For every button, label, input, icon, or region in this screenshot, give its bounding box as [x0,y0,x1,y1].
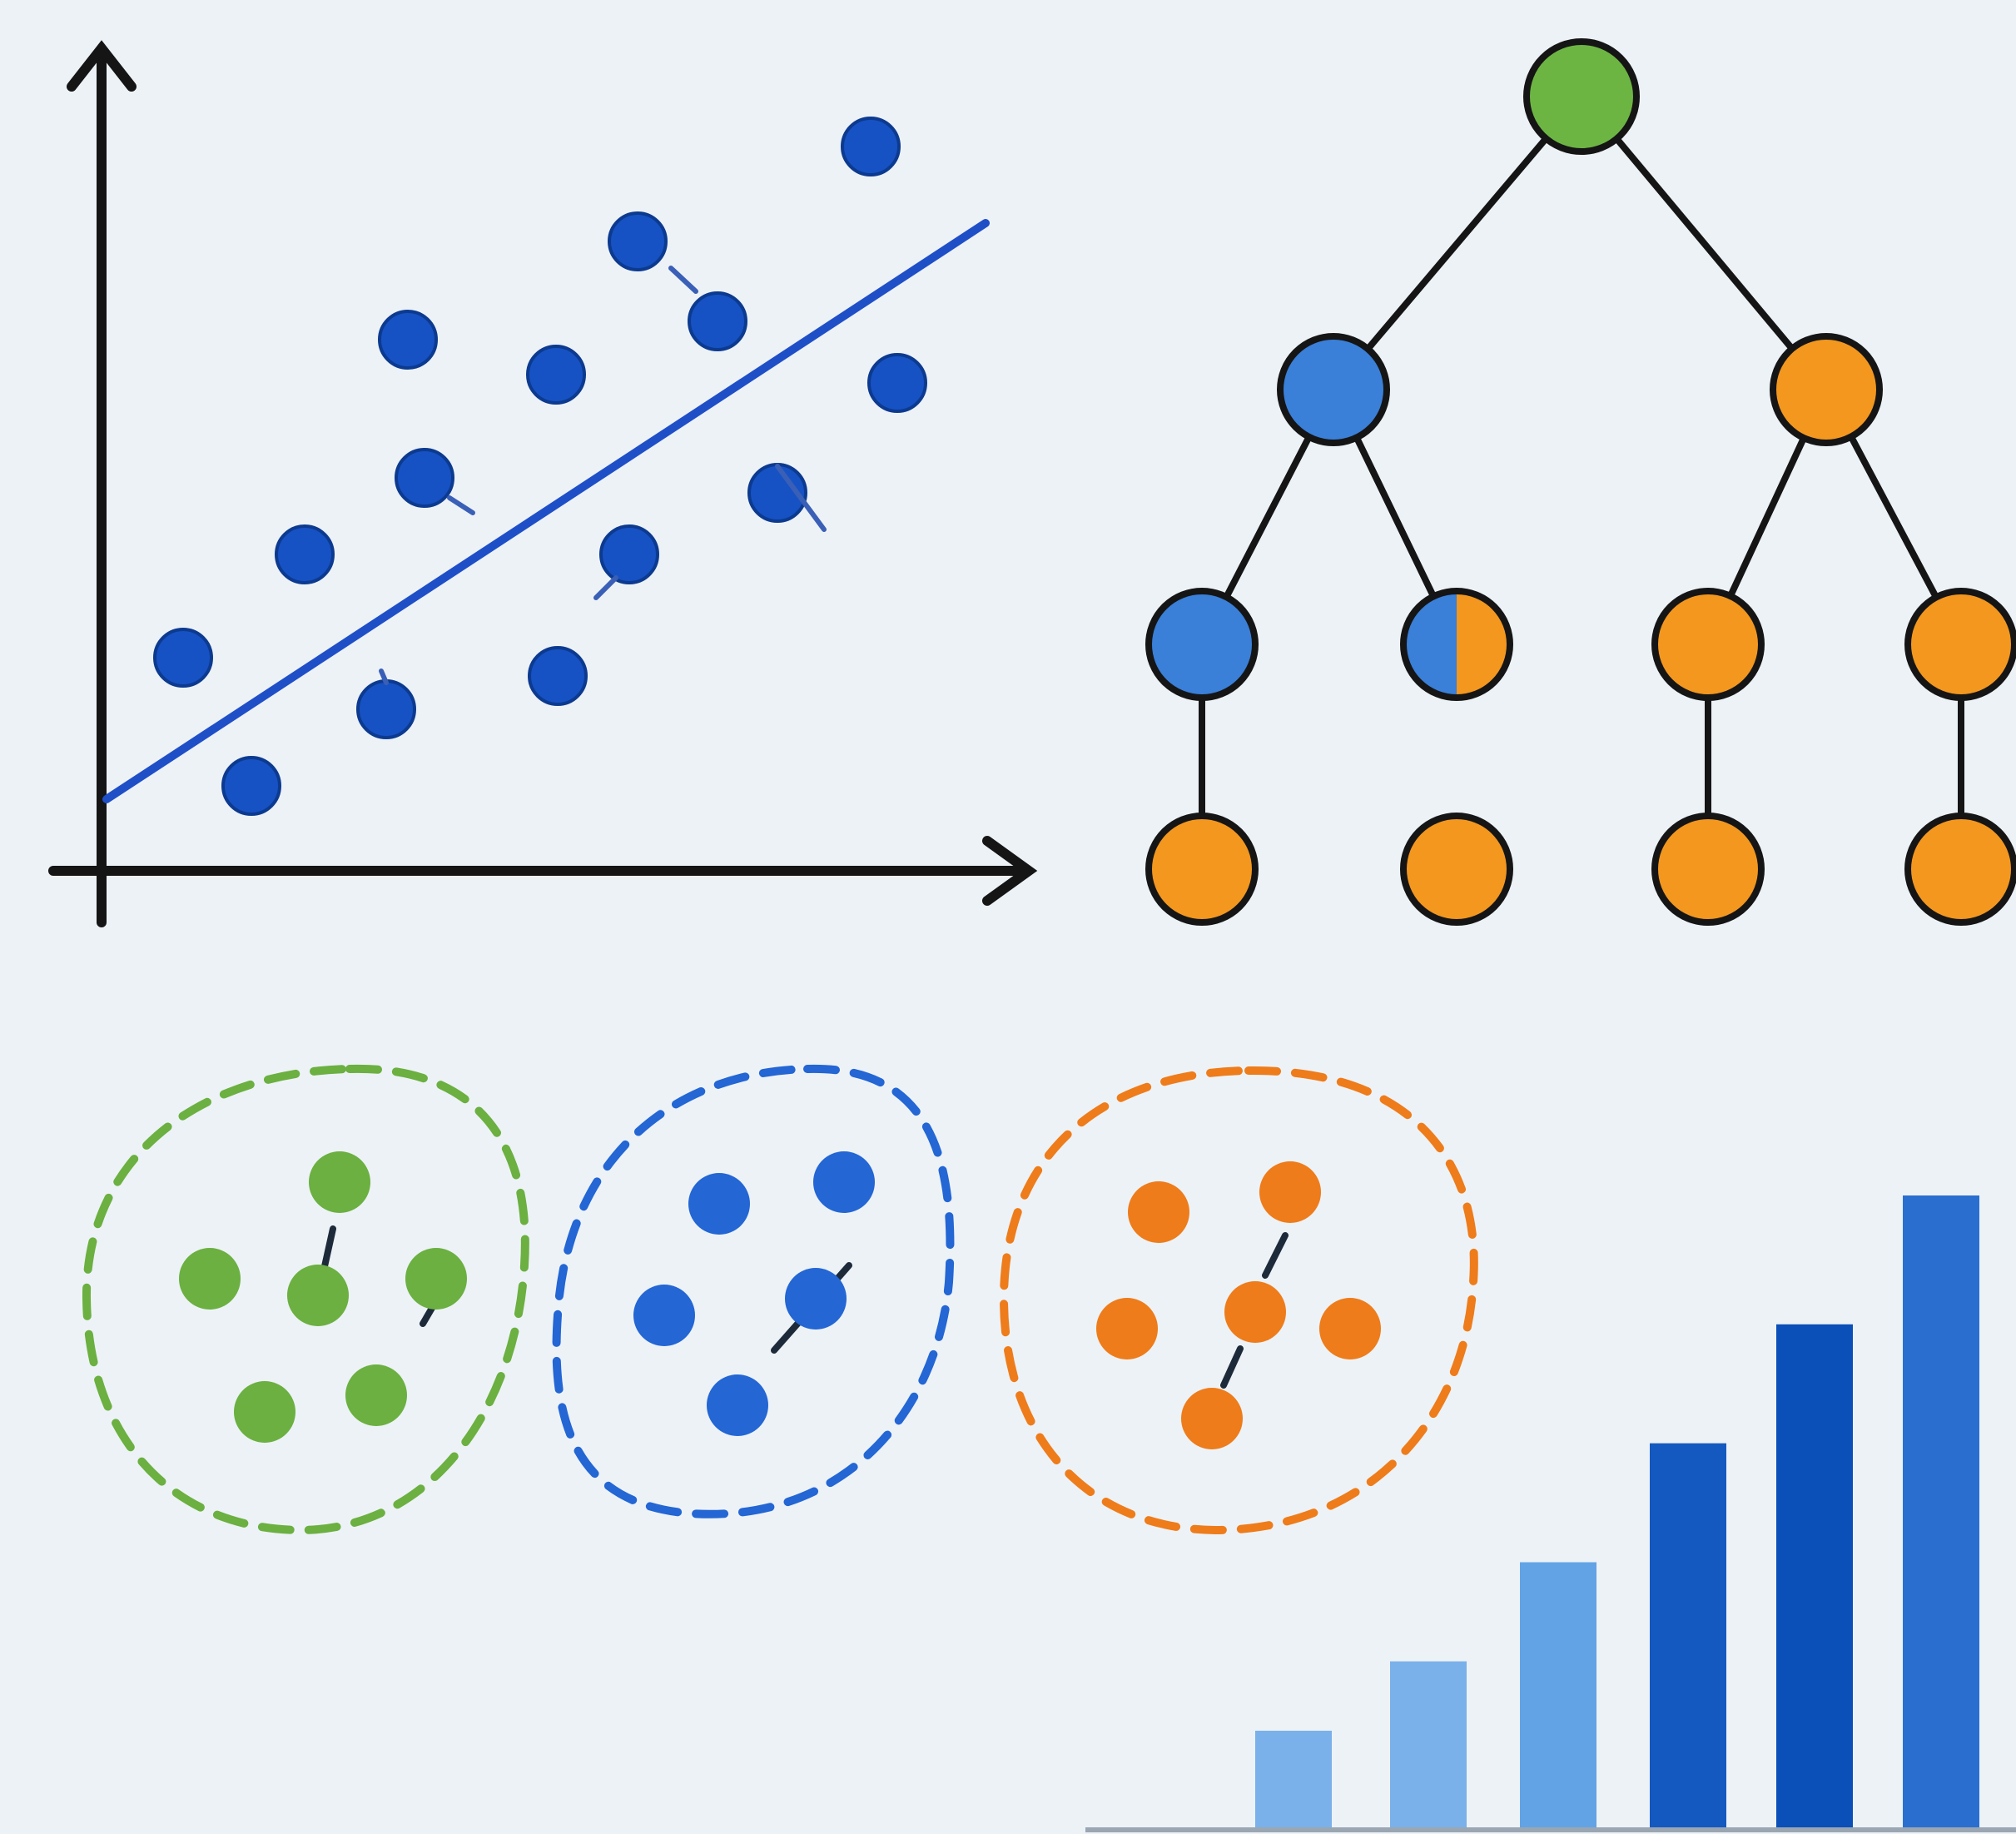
bar [1390,1661,1467,1830]
cluster-point [1224,1281,1286,1343]
cluster-point [405,1248,467,1310]
tree-edge [1578,93,1830,393]
cluster-link [1220,1345,1244,1389]
decision-tree-panel [1145,38,2016,926]
cluster-boundary [82,1064,529,1535]
tree-node [1904,588,2016,701]
scatter-point [153,628,213,688]
tree-edges [1199,93,1964,872]
cluster-point [1319,1298,1381,1359]
tree-node [1770,333,1883,446]
tree-node-outline [1400,588,1513,701]
regression-line [102,219,990,803]
bar [1255,1730,1332,1830]
bar-chart-panel [1085,1195,2016,1832]
tree-node [1523,38,1640,155]
cluster-green [82,1064,529,1535]
scatter-point [221,756,281,816]
scatter-point [395,448,454,508]
bar [1776,1324,1853,1830]
tree-edge [1330,93,1585,393]
cluster-link [1262,1232,1289,1279]
cluster-point [309,1151,370,1213]
tree-node [1145,813,1259,926]
cluster-point [1181,1388,1243,1449]
cluster-point [234,1381,295,1443]
bar [1650,1443,1726,1830]
tree-node [1400,813,1513,926]
scatter-axes [48,40,1038,927]
y-axis-arrowhead [67,40,137,92]
scatter-point [356,679,416,739]
tree-node [1651,588,1765,701]
cluster-point [1128,1181,1189,1243]
tree-node [1904,813,2016,926]
bar [1520,1562,1596,1830]
point-tail [668,266,698,294]
cluster-point [1259,1161,1321,1223]
scatter-point [688,291,747,351]
scatter-points [153,117,927,816]
scatter-point [528,646,588,706]
cluster-point [287,1265,349,1326]
point-tail [447,495,475,515]
tree-node [1277,333,1390,446]
tree-node-mixed-half [1457,591,1510,698]
cluster-boundary [999,1066,1478,1535]
cluster-point [633,1285,695,1346]
bar [1903,1195,1979,1830]
scatter-point [841,117,901,176]
scatter-point [526,345,586,405]
cluster-point [179,1248,241,1310]
cluster-orange [999,1066,1478,1535]
point-tail [379,668,389,685]
cluster-blue [552,1064,955,1518]
tree-nodes [1145,38,2016,926]
cluster-boundary [552,1064,955,1518]
cluster-point [688,1173,750,1235]
cluster-point [813,1151,875,1213]
scatter-point [867,353,927,413]
cluster-point [1096,1298,1158,1359]
point-tail [775,464,827,532]
scatter-point [275,524,335,584]
tree-node [1145,588,1259,701]
cluster-point [345,1364,407,1426]
cluster-point [707,1374,768,1436]
tree-node [1651,813,1765,926]
point-tail [593,575,618,600]
scatter-regression-panel [48,40,1038,927]
cluster-point [785,1268,847,1330]
x-axis-arrowhead [982,836,1038,906]
bars [1255,1195,1979,1830]
scatter-point [378,310,438,370]
clustering-panel [82,1064,1478,1535]
scatter-point [608,211,668,271]
scatter-point [599,524,659,584]
